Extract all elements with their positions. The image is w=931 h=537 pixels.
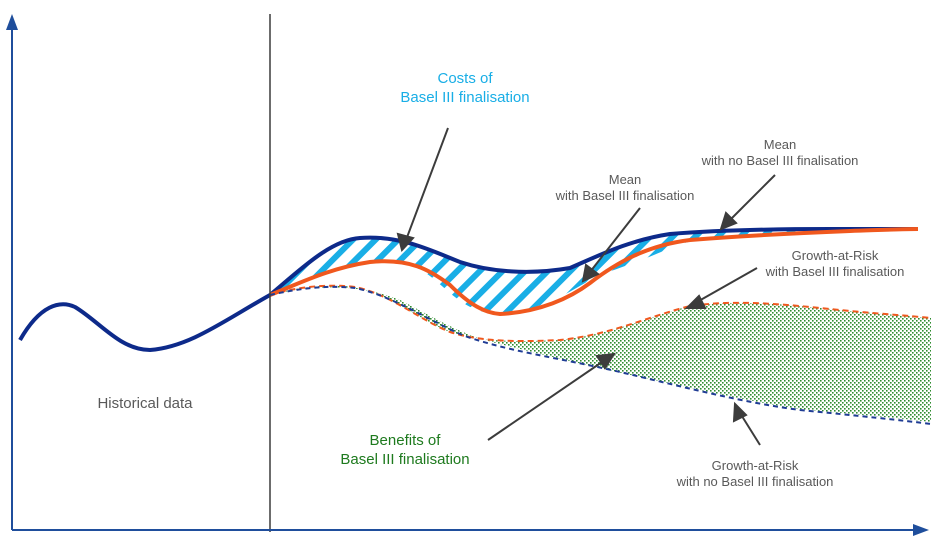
callout-arrows (396, 127, 776, 446)
benefits-label: Benefits of Basel III finalisation (305, 432, 505, 470)
benefits-arrow (487, 359, 606, 441)
mean-no-basel-label: Mean with no Basel III finalisation (680, 137, 880, 170)
mean-basel-label: Mean with Basel III finalisation (535, 172, 715, 205)
mean-no-basel-arrowhead (719, 211, 738, 231)
gar-basel-line (269, 284, 931, 343)
gar-no-basel-label: Growth-at-Risk with no Basel III finalis… (655, 458, 855, 491)
costs-label-line2: Basel III finalisation (400, 88, 530, 106)
benefits-arrowhead (595, 352, 616, 370)
gar-basel-arrowhead (684, 294, 707, 309)
benefits-label-line1: Benefits of (369, 432, 441, 449)
mean-basel-arrow (589, 207, 641, 273)
historical-data-text: Historical data (97, 395, 193, 412)
mean-basel-arrowhead (581, 263, 600, 283)
mean-basel-label-line2: with Basel III finalisation (555, 188, 695, 204)
gar-no-basel-label-line1: Growth-at-Risk (711, 458, 799, 473)
gar-no-basel-arrowhead (732, 401, 748, 423)
mean-basel-label-line1: Mean (608, 172, 642, 187)
costs-label: Costs of Basel III finalisation (365, 70, 565, 108)
mean-basel-line (269, 227, 919, 317)
gar-basel-label-line1: Growth-at-Risk (791, 248, 879, 263)
historical-data-label: Historical data (60, 395, 230, 414)
benefits-dotted-area (270, 285, 931, 422)
historical-data-line (18, 293, 271, 353)
costs-arrow (405, 127, 449, 241)
costs-arrowhead (396, 232, 415, 253)
mean-no-basel-line (268, 226, 918, 297)
gar-basel-label-line2: with Basel III finalisation (765, 264, 905, 280)
gar-basel-label: Growth-at-Risk with Basel III finalisati… (745, 248, 925, 281)
mean-no-basel-arrow (729, 174, 776, 221)
y-axis-arrowhead (6, 14, 18, 30)
benefits-label-line2: Basel III finalisation (340, 450, 470, 468)
gar-basel-arrow (696, 267, 758, 303)
gar-no-basel-arrow (739, 412, 761, 446)
gar-no-basel-line (269, 285, 931, 425)
mean-no-basel-label-line2: with no Basel III finalisation (701, 153, 859, 169)
x-axis-arrowhead (913, 524, 929, 536)
mean-no-basel-label-line1: Mean (763, 137, 797, 152)
gar-no-basel-label-line2: with no Basel III finalisation (676, 474, 834, 490)
costs-label-line1: Costs of (437, 70, 493, 87)
